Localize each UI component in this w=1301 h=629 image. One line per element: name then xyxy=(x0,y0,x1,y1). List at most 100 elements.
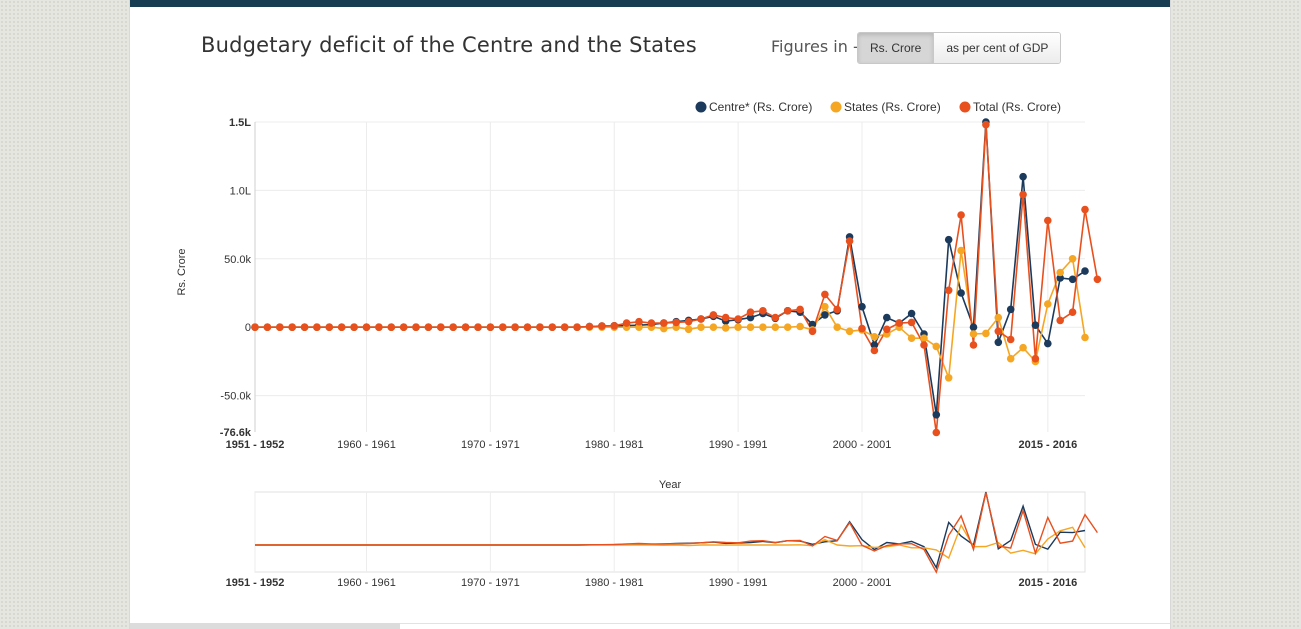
data-point-states[interactable] xyxy=(697,323,705,332)
data-point-centre[interactable] xyxy=(1019,172,1027,181)
data-point-states[interactable] xyxy=(957,246,965,255)
navigator-frame[interactable] xyxy=(254,491,1086,573)
data-point-total[interactable] xyxy=(276,323,284,332)
data-point-states[interactable] xyxy=(734,323,742,332)
data-point-states[interactable] xyxy=(1019,343,1027,352)
data-point-total[interactable] xyxy=(449,323,458,332)
data-point-total[interactable] xyxy=(858,324,866,333)
data-point-total[interactable] xyxy=(845,237,854,245)
legend-marker[interactable] xyxy=(830,101,842,113)
data-point-states[interactable] xyxy=(746,323,755,332)
data-point-total[interactable] xyxy=(325,323,334,332)
data-point-total[interactable] xyxy=(375,323,383,332)
data-point-total[interactable] xyxy=(883,325,891,334)
data-point-states[interactable] xyxy=(660,324,668,333)
data-point-total[interactable] xyxy=(759,307,767,315)
data-point-states[interactable] xyxy=(821,302,829,311)
data-point-centre[interactable] xyxy=(1056,274,1064,282)
data-point-total[interactable] xyxy=(783,307,792,315)
data-point-states[interactable] xyxy=(796,322,804,331)
data-point-total[interactable] xyxy=(1031,354,1040,363)
data-point-total[interactable] xyxy=(870,346,879,355)
data-point-states[interactable] xyxy=(907,334,916,343)
data-point-states[interactable] xyxy=(1006,354,1015,363)
data-point-total[interactable] xyxy=(796,305,804,314)
data-point-centre[interactable] xyxy=(1044,339,1052,348)
data-point-total[interactable] xyxy=(895,319,903,327)
data-point-total[interactable] xyxy=(313,323,321,332)
legend-marker[interactable] xyxy=(959,101,971,113)
data-point-total[interactable] xyxy=(684,317,693,326)
data-point-total[interactable] xyxy=(461,323,470,332)
data-point-total[interactable] xyxy=(957,211,965,219)
data-point-total[interactable] xyxy=(610,322,619,330)
data-point-total[interactable] xyxy=(944,286,953,295)
data-point-states[interactable] xyxy=(870,333,879,341)
data-point-total[interactable] xyxy=(1093,275,1102,284)
data-point-total[interactable] xyxy=(932,428,941,437)
data-point-total[interactable] xyxy=(994,327,1003,336)
data-point-states[interactable] xyxy=(994,313,1003,322)
data-point-total[interactable] xyxy=(697,315,705,323)
data-point-total[interactable] xyxy=(672,318,680,327)
data-point-total[interactable] xyxy=(263,323,272,332)
data-point-total[interactable] xyxy=(920,341,928,349)
data-point-total[interactable] xyxy=(499,323,507,332)
data-point-total[interactable] xyxy=(709,311,718,319)
data-point-states[interactable] xyxy=(944,374,953,382)
data-point-total[interactable] xyxy=(573,323,581,332)
data-point-states[interactable] xyxy=(833,323,841,332)
data-point-total[interactable] xyxy=(362,323,371,332)
data-point-states[interactable] xyxy=(709,323,718,332)
data-point-total[interactable] xyxy=(424,323,433,332)
data-point-total[interactable] xyxy=(907,318,916,327)
data-point-total[interactable] xyxy=(350,323,358,332)
data-point-total[interactable] xyxy=(746,308,755,317)
data-point-centre[interactable] xyxy=(907,309,916,318)
data-point-total[interactable] xyxy=(1044,216,1052,225)
data-point-states[interactable] xyxy=(1068,254,1077,263)
data-point-total[interactable] xyxy=(474,323,482,332)
data-point-states[interactable] xyxy=(969,330,978,338)
data-point-total[interactable] xyxy=(511,323,519,332)
unit-button-percent-gdp[interactable]: as per cent of GDP xyxy=(933,33,1061,63)
data-point-total[interactable] xyxy=(1019,190,1027,199)
data-point-states[interactable] xyxy=(721,324,730,332)
data-point-total[interactable] xyxy=(771,313,780,322)
data-point-centre[interactable] xyxy=(1068,275,1077,284)
data-point-total[interactable] xyxy=(560,323,569,332)
data-point-centre[interactable] xyxy=(1031,321,1040,330)
data-point-states[interactable] xyxy=(684,325,693,334)
data-point-total[interactable] xyxy=(635,317,643,326)
data-point-total[interactable] xyxy=(288,323,297,332)
data-point-states[interactable] xyxy=(771,323,780,332)
data-point-total[interactable] xyxy=(387,323,396,332)
data-point-states[interactable] xyxy=(920,334,928,343)
data-point-centre[interactable] xyxy=(969,323,978,332)
data-point-total[interactable] xyxy=(982,120,990,129)
data-point-total[interactable] xyxy=(969,341,978,349)
legend-marker[interactable] xyxy=(695,101,707,113)
data-point-total[interactable] xyxy=(585,322,594,331)
data-point-states[interactable] xyxy=(982,329,990,338)
data-point-total[interactable] xyxy=(548,323,557,332)
data-point-total[interactable] xyxy=(721,313,730,322)
data-point-total[interactable] xyxy=(437,323,445,332)
data-point-total[interactable] xyxy=(412,323,420,332)
data-point-total[interactable] xyxy=(523,323,532,332)
data-point-states[interactable] xyxy=(845,327,854,336)
data-point-total[interactable] xyxy=(1056,316,1064,325)
data-point-centre[interactable] xyxy=(883,313,891,322)
data-point-total[interactable] xyxy=(808,327,817,336)
data-point-total[interactable] xyxy=(1068,308,1077,317)
data-point-centre[interactable] xyxy=(1081,267,1089,275)
data-point-centre[interactable] xyxy=(994,338,1003,347)
data-point-total[interactable] xyxy=(833,305,841,314)
data-point-states[interactable] xyxy=(1044,300,1052,308)
data-point-total[interactable] xyxy=(337,323,346,332)
data-point-centre[interactable] xyxy=(932,411,941,419)
data-point-total[interactable] xyxy=(1081,205,1089,214)
data-point-centre[interactable] xyxy=(808,320,817,329)
data-point-total[interactable] xyxy=(251,323,259,332)
data-point-states[interactable] xyxy=(1081,333,1089,342)
